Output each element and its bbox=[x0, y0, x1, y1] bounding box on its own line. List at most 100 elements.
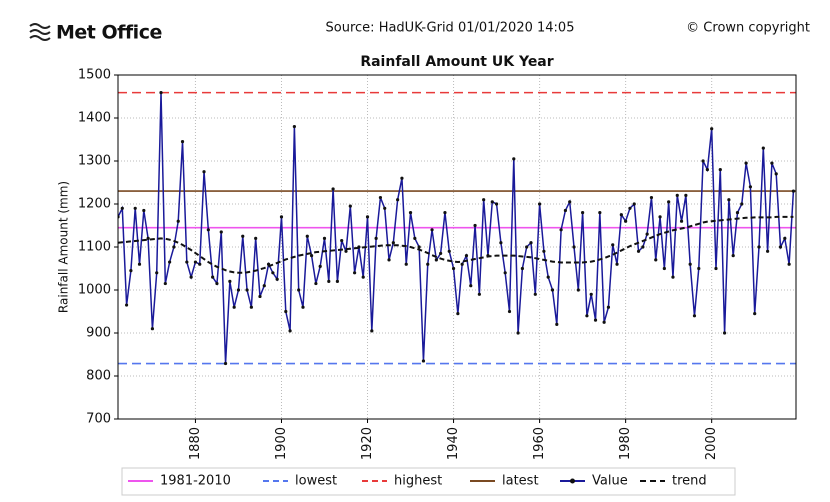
point bbox=[451, 266, 456, 271]
point bbox=[258, 294, 262, 299]
point bbox=[137, 262, 142, 266]
point bbox=[787, 262, 791, 266]
point bbox=[533, 292, 537, 296]
point bbox=[305, 234, 309, 238]
point bbox=[740, 202, 744, 206]
legend-label: trend bbox=[672, 474, 707, 489]
point bbox=[193, 260, 198, 264]
point bbox=[525, 245, 529, 249]
point bbox=[365, 215, 370, 219]
logo-text: Met Office bbox=[56, 22, 162, 44]
x-tick-label: 1960 bbox=[532, 427, 547, 460]
point bbox=[430, 228, 434, 232]
point bbox=[447, 249, 451, 253]
point bbox=[568, 200, 572, 204]
legend-marker bbox=[570, 478, 575, 484]
x-tick-label: 2000 bbox=[704, 427, 719, 460]
point bbox=[753, 312, 757, 316]
point bbox=[439, 251, 443, 256]
point bbox=[641, 245, 645, 249]
legend-label: latest bbox=[502, 474, 539, 489]
y-tick-label: 1500 bbox=[78, 68, 111, 83]
x-tick-label: 1940 bbox=[446, 427, 461, 460]
point bbox=[710, 127, 714, 131]
y-tick-label: 1400 bbox=[78, 111, 111, 126]
legend-label: lowest bbox=[295, 474, 337, 489]
y-tick-label: 1200 bbox=[78, 197, 111, 212]
point bbox=[761, 146, 765, 150]
point bbox=[778, 245, 783, 249]
point bbox=[314, 281, 318, 286]
point bbox=[417, 245, 421, 249]
point bbox=[473, 223, 477, 228]
point bbox=[378, 195, 383, 200]
point bbox=[593, 318, 598, 322]
point bbox=[223, 361, 228, 366]
point bbox=[675, 193, 679, 197]
logo-icon bbox=[29, 23, 51, 41]
point bbox=[125, 303, 129, 307]
point bbox=[155, 271, 159, 275]
point bbox=[628, 206, 632, 210]
point bbox=[236, 288, 241, 292]
x-tick-label: 1920 bbox=[360, 427, 375, 460]
point bbox=[202, 170, 206, 174]
point bbox=[572, 245, 576, 249]
point bbox=[254, 236, 258, 240]
point bbox=[559, 228, 563, 232]
legend-label: Value bbox=[592, 474, 628, 489]
point bbox=[494, 202, 499, 206]
point bbox=[361, 275, 365, 279]
x-tick-label: 1980 bbox=[618, 427, 633, 460]
point bbox=[344, 249, 348, 253]
point bbox=[615, 262, 619, 266]
point bbox=[426, 262, 430, 266]
point bbox=[206, 228, 210, 232]
point bbox=[581, 211, 585, 215]
point bbox=[718, 168, 722, 172]
point bbox=[421, 359, 426, 363]
point bbox=[460, 262, 464, 266]
point bbox=[632, 202, 636, 206]
point bbox=[542, 249, 546, 253]
plot-marks bbox=[118, 91, 796, 366]
point bbox=[701, 159, 705, 163]
point bbox=[370, 329, 374, 333]
point bbox=[589, 292, 593, 296]
point bbox=[180, 140, 185, 144]
point bbox=[301, 305, 305, 309]
point bbox=[469, 284, 473, 288]
chart-title: Rainfall Amount UK Year bbox=[360, 54, 553, 70]
point bbox=[348, 204, 352, 208]
legend-box bbox=[121, 467, 736, 496]
point bbox=[748, 185, 752, 189]
point bbox=[408, 211, 413, 215]
point bbox=[232, 305, 236, 309]
x-tick-label: 1900 bbox=[274, 427, 289, 460]
point bbox=[611, 243, 615, 247]
point bbox=[353, 271, 357, 275]
point bbox=[297, 288, 301, 292]
point bbox=[744, 161, 748, 165]
point bbox=[318, 264, 322, 268]
point bbox=[176, 219, 180, 223]
point bbox=[766, 249, 770, 253]
y-axis-label: Rainfall Amount (mm) bbox=[57, 181, 71, 313]
point bbox=[219, 230, 223, 234]
point bbox=[120, 206, 124, 210]
point bbox=[684, 193, 688, 197]
point bbox=[576, 288, 580, 292]
copyright: © Crown copyright bbox=[686, 21, 810, 36]
point bbox=[198, 262, 202, 266]
point bbox=[662, 266, 666, 271]
point bbox=[284, 309, 288, 314]
y-tick-label: 1000 bbox=[78, 283, 111, 298]
point bbox=[159, 91, 163, 95]
plot-frame bbox=[117, 74, 797, 420]
point bbox=[396, 198, 400, 202]
point bbox=[215, 281, 219, 286]
point bbox=[327, 279, 331, 283]
point bbox=[624, 219, 628, 223]
point bbox=[271, 271, 275, 275]
point bbox=[331, 187, 335, 191]
